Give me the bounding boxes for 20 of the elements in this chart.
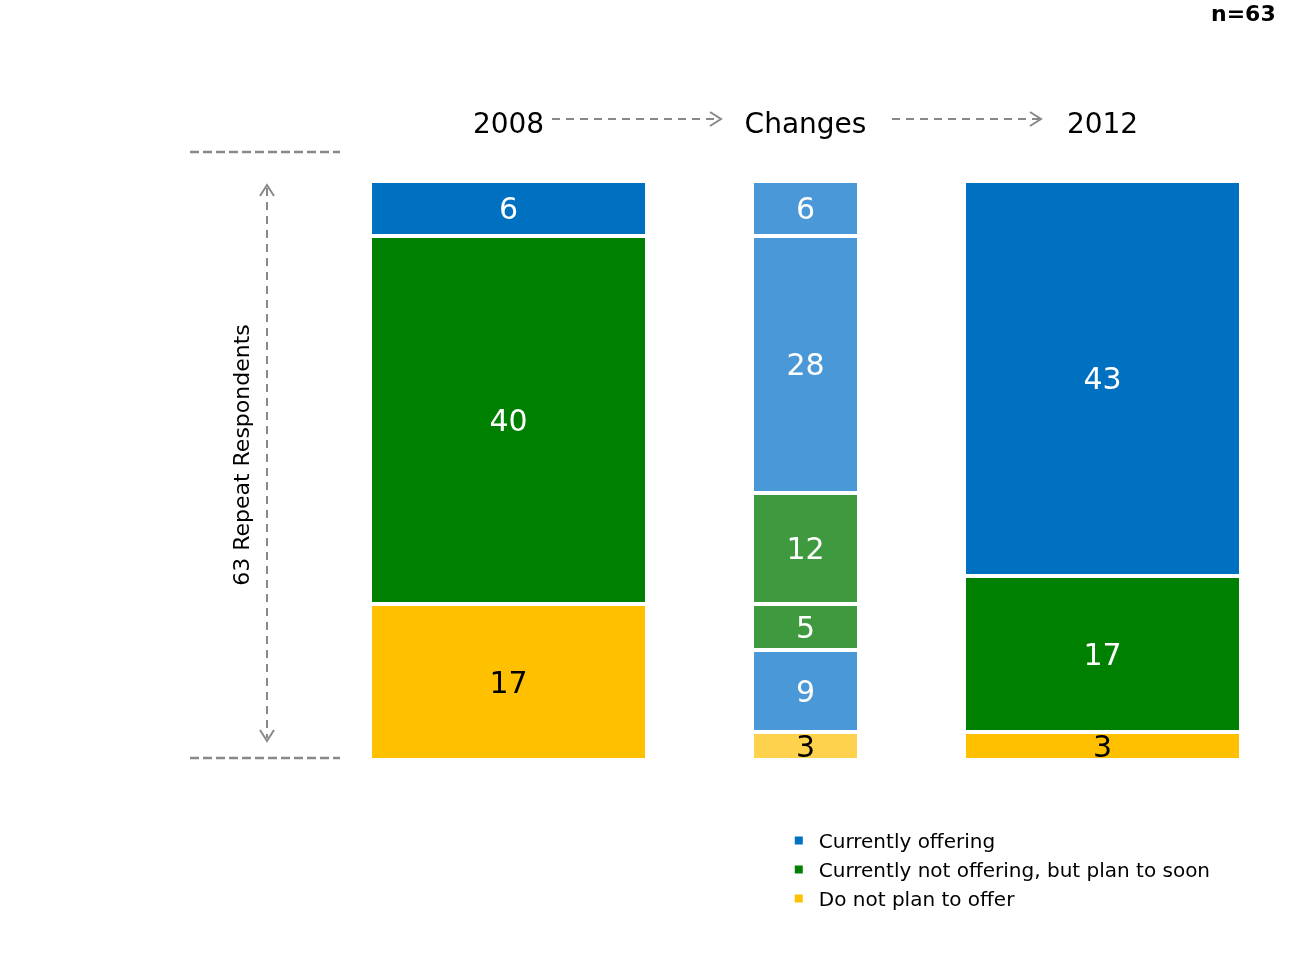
data-label: 6 [795,191,816,226]
legend-label: Do not plan to offer [818,887,1016,912]
legend-label: Currently offering [818,829,996,854]
text: n=63 [1211,1,1276,26]
data-label: 17 [489,664,528,700]
data-label: 17 [1083,636,1122,672]
data-label: 40 [489,402,528,438]
data-label: 9 [795,673,816,709]
data-label: 28 [786,347,825,382]
data-label: 3 [795,728,816,764]
data-label: 5 [795,609,816,645]
legend-label: Currently not offering, but plan to soon [818,858,1211,883]
data-label: 6 [498,191,519,226]
x-tick-label: 2012 [1066,107,1139,141]
x-tick-label: 2008 [472,107,545,141]
data-label: 3 [1092,728,1113,764]
x-tick-label: Changes [744,107,867,141]
y-axis-title: 63 Repeat Respondents [228,324,254,586]
data-label: 43 [1083,361,1122,396]
data-label: 12 [786,531,825,566]
